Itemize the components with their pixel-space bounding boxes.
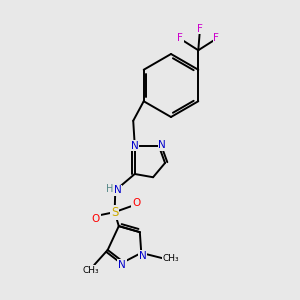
Text: N: N <box>139 251 147 261</box>
Text: N: N <box>118 260 126 270</box>
Text: N: N <box>131 140 139 151</box>
Text: H: H <box>106 184 114 194</box>
Text: CH₃: CH₃ <box>83 266 100 275</box>
Text: F: F <box>197 24 203 34</box>
Text: O: O <box>92 214 100 224</box>
Text: O: O <box>132 198 140 208</box>
Text: S: S <box>111 206 118 219</box>
Text: N: N <box>114 185 122 196</box>
Text: N: N <box>158 140 166 150</box>
Text: F: F <box>177 33 183 43</box>
Text: CH₃: CH₃ <box>163 254 180 263</box>
Text: F: F <box>213 33 219 43</box>
